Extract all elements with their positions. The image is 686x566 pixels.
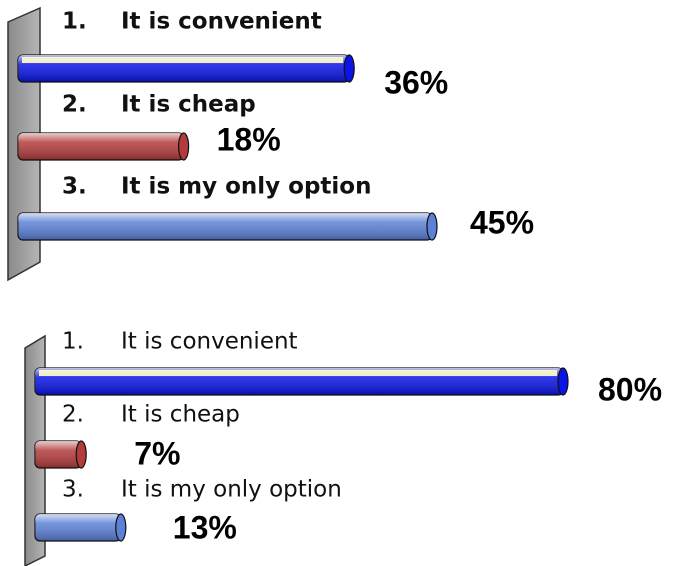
value-label: 18% [217,121,281,157]
value-label: 7% [134,435,180,471]
category-number: 3. [62,477,84,503]
category-label: It is cheap [121,92,256,118]
category-label: It is convenient [121,329,298,355]
category-number: 3. [62,174,87,200]
category-label: It is my only option [121,477,342,503]
bar-shine [18,213,432,240]
value-label: 45% [470,204,534,240]
category-number: 2. [62,92,87,118]
bar-shine [35,441,82,468]
bar-shine [35,514,121,541]
bar-cap [75,440,87,469]
bar-cap [426,212,438,241]
category-number: 1. [62,329,84,355]
bar-highlight [22,57,344,63]
value-label: 36% [384,64,448,100]
bar-highlight [39,370,557,376]
category-label: It is convenient [121,9,322,35]
category-label: It is cheap [121,402,240,428]
category-number: 1. [62,9,87,35]
value-label: 13% [173,509,237,545]
category-label: It is my only option [121,174,371,200]
bar-cap [557,367,569,396]
value-label: 80% [598,371,662,407]
bar-cap [115,513,127,542]
bar-cap [343,54,355,83]
bar-shine [18,133,184,160]
category-number: 2. [62,402,84,428]
bar-cap [178,132,190,161]
